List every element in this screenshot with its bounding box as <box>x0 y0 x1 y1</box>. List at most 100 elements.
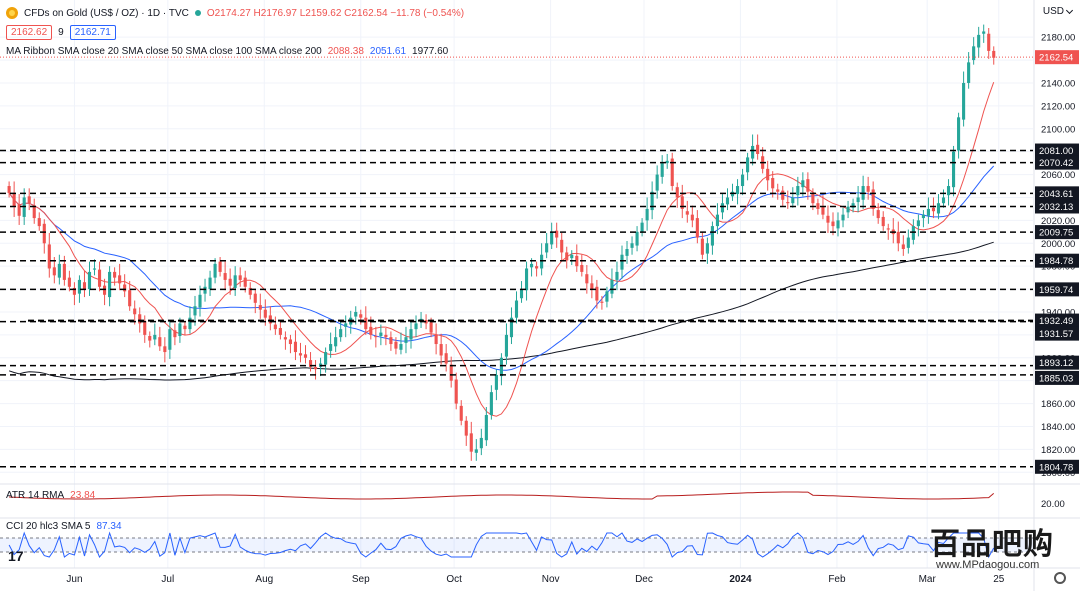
candle-body <box>720 203 725 213</box>
candle-body <box>540 254 544 269</box>
candle-body <box>660 163 664 177</box>
price-tick-label: 1820.00 <box>1041 445 1075 456</box>
candle-body <box>615 271 619 280</box>
cci-value: 87.34 <box>96 521 122 532</box>
candle-body <box>7 186 11 193</box>
level-label-box <box>1035 225 1079 240</box>
candle-body <box>57 263 61 278</box>
level-label-box <box>1035 326 1079 341</box>
candle-body <box>931 207 936 212</box>
price-tick-label: 2140.00 <box>1041 78 1075 89</box>
candle-body <box>776 189 780 192</box>
level-label-box <box>1035 186 1079 201</box>
symbol-title[interactable]: CFDs on Gold (US$ / OZ) · 1D · TVC <box>24 7 189 19</box>
candle-body <box>580 265 584 272</box>
current-price-label: 2162.54 <box>1039 53 1073 64</box>
level-label-text: 1804.78 <box>1039 462 1073 473</box>
sma20-line <box>8 82 995 417</box>
candle-body <box>399 344 403 350</box>
candle-body <box>982 31 986 34</box>
candle-body <box>258 305 262 310</box>
candle-body <box>962 82 966 120</box>
time-axis-label: 2024 <box>729 574 752 585</box>
candle-body <box>670 158 674 187</box>
candle-body <box>303 354 308 358</box>
level-label-text: 1885.03 <box>1039 373 1073 384</box>
market-status-icon <box>194 10 201 16</box>
candle-body <box>766 168 770 181</box>
atr-legend[interactable]: ATR 14 RMA 23.84 <box>6 490 95 501</box>
candle-body <box>876 210 880 219</box>
time-axis-label: Nov <box>542 574 560 585</box>
candle-body <box>72 287 76 295</box>
candle-body <box>499 357 503 377</box>
watermark-logo: 百品吧购 www.MPdaogou.com <box>926 517 1076 579</box>
candle-body <box>37 218 41 227</box>
candle-body <box>253 293 257 303</box>
candle-body <box>806 179 810 192</box>
candle-body <box>42 223 46 244</box>
time-axis-label: Jun <box>66 574 82 585</box>
symbol-header[interactable]: CFDs on Gold (US$ / OZ) · 1D · TVC O2174… <box>6 7 464 19</box>
cci-legend[interactable]: CCI 20 hlc3 SMA 5 87.34 <box>6 521 122 532</box>
candle-body <box>444 353 448 364</box>
level-label-text: 1984.78 <box>1039 256 1073 267</box>
watermark-url: www.MPdaogou.com <box>936 559 1040 571</box>
candle-body <box>27 196 31 204</box>
level-label-box <box>1035 282 1079 297</box>
level-label-text: 2043.61 <box>1039 189 1073 200</box>
candle-body <box>851 203 855 208</box>
candle-body <box>97 269 102 287</box>
atr-tick-label: 20.00 <box>1041 499 1065 510</box>
candle-body <box>32 205 36 219</box>
candle-body <box>841 214 845 221</box>
level-label-text: 2009.75 <box>1039 228 1073 239</box>
candle-body <box>655 174 659 191</box>
tradingview-logo[interactable]: 17 <box>8 548 24 564</box>
candle-body <box>600 301 604 303</box>
cci-band <box>0 538 1033 552</box>
candle-body <box>389 337 393 345</box>
sma200-value: 1977.60 <box>412 46 449 57</box>
time-axis-label: Aug <box>255 574 273 585</box>
price-tick-label: 1840.00 <box>1041 422 1075 433</box>
level-label-box <box>1035 370 1079 385</box>
candle-body <box>454 379 458 404</box>
price-tick-label: 2180.00 <box>1041 33 1075 44</box>
ma-ribbon-legend[interactable]: MA Ribbon SMA close 20 SMA close 50 SMA … <box>6 46 448 57</box>
candle-body <box>921 214 925 219</box>
candle-body <box>474 449 478 453</box>
candle-body <box>178 323 182 337</box>
candle-body <box>228 278 232 286</box>
currency-selector[interactable]: USD <box>1043 6 1074 17</box>
settings-gear-icon[interactable] <box>1054 572 1066 584</box>
candle-body <box>374 336 378 338</box>
candle-body <box>138 314 142 324</box>
candle-body <box>530 263 534 268</box>
candle-body <box>223 273 227 280</box>
candle-body <box>565 252 569 261</box>
candle-body <box>273 324 277 330</box>
bid-button[interactable]: 2162.62 <box>6 25 53 40</box>
candle-body <box>504 334 509 357</box>
ask-button[interactable]: 2162.71 <box>69 25 116 40</box>
candle-body <box>901 244 905 249</box>
candle-body <box>871 189 875 209</box>
time-axis-label: Mar <box>919 574 937 585</box>
candle-body <box>741 174 745 187</box>
atr-value: 23.84 <box>70 490 96 501</box>
candle-body <box>916 220 920 227</box>
candle-body <box>881 216 885 227</box>
candle-body <box>555 230 559 238</box>
candle-body <box>524 268 529 291</box>
candle-body <box>635 231 639 246</box>
candle-body <box>324 352 328 365</box>
candle-body <box>263 309 267 318</box>
candle-body <box>560 239 564 253</box>
atr-line <box>9 491 995 500</box>
candle-body <box>489 392 493 416</box>
candle-body <box>344 323 348 327</box>
price-tick-label: 1940.00 <box>1041 307 1075 318</box>
candle-body <box>967 62 971 83</box>
